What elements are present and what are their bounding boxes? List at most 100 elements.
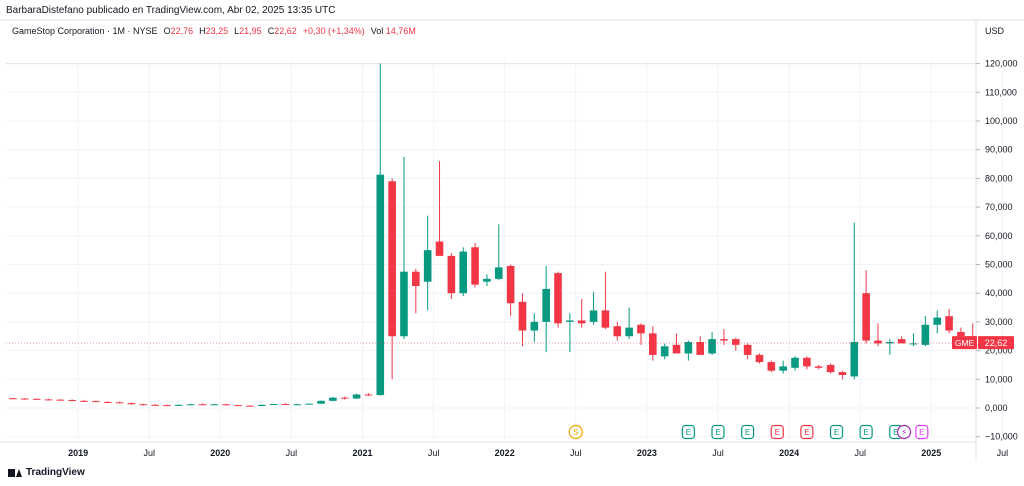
x-tick-label: 2023 bbox=[637, 448, 657, 458]
candle bbox=[530, 313, 539, 342]
event-badge bbox=[568, 424, 583, 440]
event-letter: E bbox=[863, 428, 868, 437]
candle-body bbox=[791, 357, 799, 368]
candle bbox=[376, 63, 385, 396]
price-axis: −10,000 0,000 10,000 20,000 30,000 40,000 50,0… bbox=[952, 59, 1018, 442]
candle bbox=[933, 310, 942, 334]
event-letter: E bbox=[715, 428, 720, 437]
candle-body bbox=[743, 344, 752, 355]
earnings-event-icon[interactable]: E bbox=[681, 424, 695, 440]
event-letter: E bbox=[893, 428, 898, 437]
candle-body bbox=[897, 339, 906, 344]
candle bbox=[625, 307, 633, 340]
candle-body bbox=[44, 399, 53, 401]
candle bbox=[163, 404, 171, 407]
candle-body bbox=[115, 402, 124, 404]
x-tick-label: Jul bbox=[428, 448, 440, 458]
candle bbox=[127, 402, 136, 405]
candle bbox=[364, 393, 373, 396]
candle bbox=[139, 403, 148, 406]
event-badge bbox=[915, 424, 929, 440]
legend-high: H23,25 bbox=[199, 26, 228, 36]
candle bbox=[222, 403, 231, 406]
candle bbox=[257, 404, 266, 407]
y-tick-label: 50,000 bbox=[985, 260, 1013, 270]
y-tick-label: 80,000 bbox=[985, 173, 1013, 183]
high-label: H bbox=[199, 26, 206, 36]
candle-body bbox=[222, 404, 231, 406]
earnings-event-icon[interactable]: E bbox=[859, 424, 873, 440]
open-label: O bbox=[163, 26, 171, 36]
legend-close: C22,62 bbox=[268, 26, 297, 36]
candle-body bbox=[329, 397, 337, 401]
candle-body bbox=[139, 404, 148, 406]
y-tick-label: 0,000 bbox=[985, 403, 1008, 413]
y-tick-label: 20,000 bbox=[985, 346, 1013, 356]
dividend-event-icon[interactable]: ⚡ bbox=[896, 424, 912, 440]
candle bbox=[329, 397, 337, 402]
legend-volume: Vol 14,76M bbox=[371, 26, 416, 36]
x-tick-label: 2024 bbox=[779, 448, 799, 458]
earnings-event-icon[interactable]: E bbox=[741, 424, 755, 440]
candle bbox=[317, 400, 325, 404]
candle bbox=[459, 247, 468, 297]
symbol-tag-text: GME bbox=[955, 338, 975, 348]
candle bbox=[20, 397, 29, 400]
candle-body bbox=[720, 339, 728, 341]
x-tick-label: Jul bbox=[854, 448, 866, 458]
candle-body bbox=[9, 398, 17, 400]
candle-body bbox=[127, 403, 136, 405]
split-event-icon[interactable]: S bbox=[568, 424, 583, 440]
candle bbox=[649, 326, 657, 361]
candle-body bbox=[68, 399, 76, 401]
tradingview-logo-icon bbox=[8, 468, 22, 478]
high-value: 23,25 bbox=[205, 26, 229, 36]
event-letter: E bbox=[775, 428, 780, 437]
candle bbox=[447, 253, 456, 299]
candle-body bbox=[731, 339, 740, 345]
candle bbox=[198, 403, 207, 406]
symbol-name[interactable]: GameStop Corporation · 1M · NYSE bbox=[12, 26, 158, 36]
candle-body bbox=[518, 301, 527, 331]
candle bbox=[423, 215, 432, 311]
candle-body bbox=[483, 278, 491, 282]
candle-body bbox=[625, 327, 633, 337]
candle-body bbox=[601, 310, 610, 328]
candle-body bbox=[554, 273, 562, 324]
candle bbox=[471, 242, 479, 288]
candle-body bbox=[755, 354, 764, 363]
candle-body bbox=[767, 362, 776, 371]
currency-label[interactable]: USD bbox=[985, 26, 1005, 36]
candle-body bbox=[613, 326, 622, 337]
candle bbox=[234, 404, 242, 407]
earnings-event-icon[interactable]: E bbox=[711, 424, 725, 440]
publisher-info: BarbaraDistefano publicado en TradingVie… bbox=[6, 5, 336, 16]
x-tick-label: 2025 bbox=[921, 448, 941, 458]
candle bbox=[637, 323, 645, 345]
price-tag-text: 22,62 bbox=[985, 338, 1008, 348]
earnings-event-icon[interactable]: E bbox=[800, 424, 814, 440]
candle-body bbox=[850, 341, 859, 377]
candle bbox=[175, 404, 183, 406]
candle bbox=[388, 178, 396, 380]
tradingview-brand: TradingView bbox=[26, 467, 85, 478]
candle-body bbox=[364, 394, 373, 396]
candle bbox=[32, 398, 41, 400]
candle-body bbox=[376, 174, 385, 396]
candle-body bbox=[933, 317, 942, 325]
candle bbox=[246, 405, 254, 407]
candle bbox=[731, 337, 740, 351]
candle bbox=[80, 399, 88, 402]
x-tick-label: 2022 bbox=[495, 448, 515, 458]
earnings-event-icon[interactable]: E bbox=[829, 424, 844, 440]
candle-body bbox=[803, 357, 811, 367]
candle bbox=[68, 399, 76, 402]
earnings-event-icon[interactable]: E bbox=[915, 424, 929, 440]
tradingview-footer[interactable]: TradingView bbox=[8, 467, 85, 478]
candle-body bbox=[412, 271, 420, 287]
x-tick-label: 2021 bbox=[352, 448, 372, 458]
event-badge bbox=[770, 424, 784, 440]
earnings-event-icon[interactable]: E bbox=[770, 424, 784, 440]
candle-body bbox=[32, 398, 41, 400]
